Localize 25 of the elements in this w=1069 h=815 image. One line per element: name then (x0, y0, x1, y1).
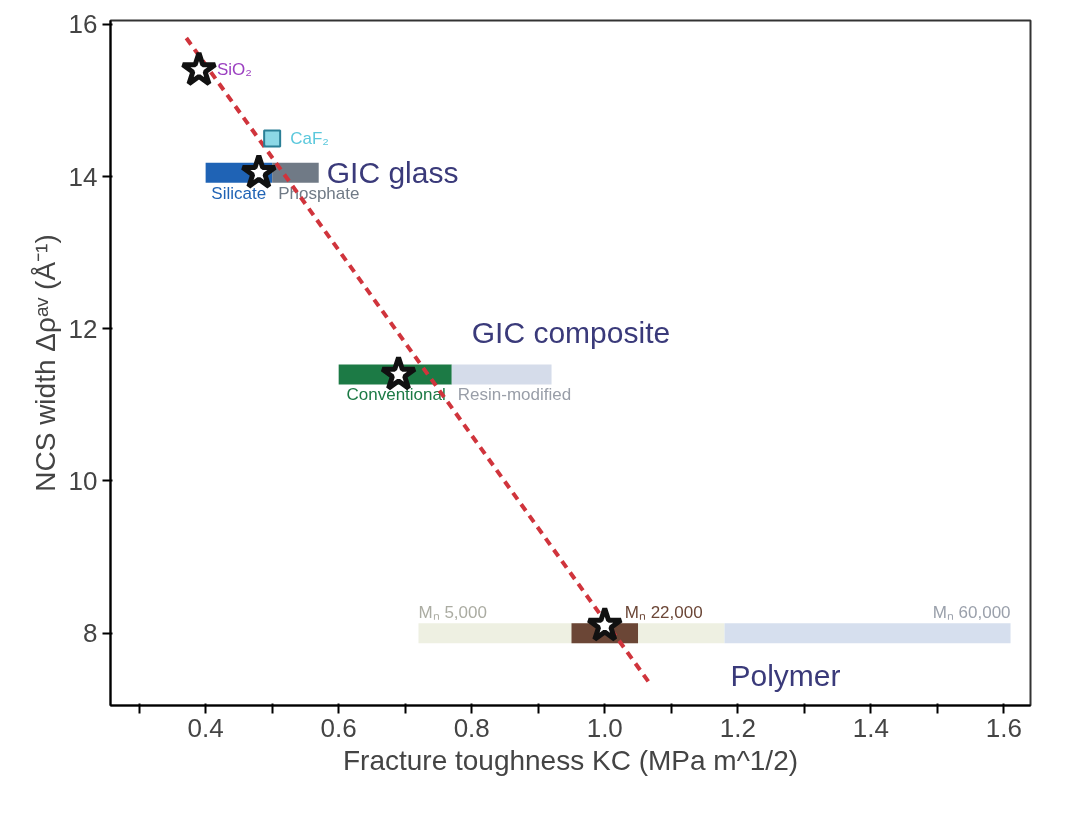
y-tick-label: 10 (68, 465, 98, 496)
annotation: GIC composite (471, 315, 671, 349)
x-tick-label: 0.4 (187, 712, 224, 743)
x-tick-label: 0.8 (453, 712, 490, 743)
y-tick-label: 8 (83, 618, 98, 649)
series-label: Mₙ 22,000 (624, 603, 703, 623)
x-axis-title: Fracture toughness KC (MPa m^1/2) (342, 744, 799, 776)
series-label: Phosphate (278, 183, 360, 203)
y-tick-label: 12 (68, 313, 98, 344)
x-tick-label: 1.4 (852, 712, 889, 743)
annotation: Polymer (730, 658, 841, 692)
series-label: Conventional (346, 385, 446, 405)
y-tick-label: 14 (68, 161, 98, 192)
x-tick-label: 0.6 (320, 712, 357, 743)
series-label: Silicate (211, 183, 267, 203)
series-label: Resin-modified (457, 385, 572, 405)
series-label: Mₙ 5,000 (418, 603, 487, 623)
series-label: SiO₂ (216, 60, 252, 80)
x-tick-label: 1.6 (985, 712, 1022, 743)
y-tick-label: 16 (68, 9, 98, 40)
series-label: Mₙ 60,000 (932, 603, 1011, 623)
series-label: CaF₂ (290, 128, 329, 148)
y-axis-title: NCS width Δρᵃᵛ (Å⁻¹) (29, 234, 61, 492)
x-tick-label: 1.2 (719, 712, 756, 743)
text: 1.0 (586, 712, 623, 743)
